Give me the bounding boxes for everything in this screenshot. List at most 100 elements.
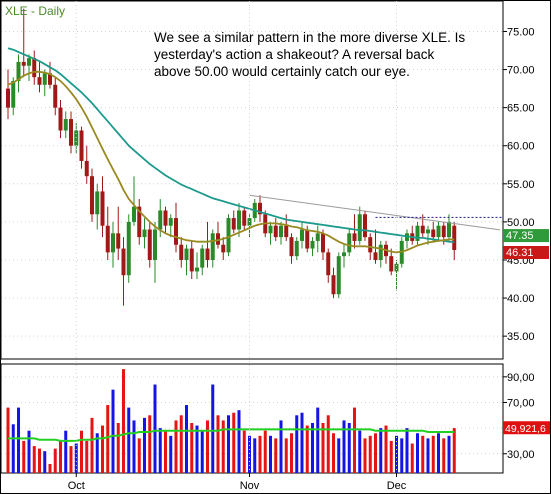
candle bbox=[184, 244, 189, 276]
candle-body bbox=[420, 225, 425, 234]
candle bbox=[447, 214, 451, 241]
candle-body bbox=[137, 206, 142, 238]
candle-body bbox=[426, 229, 430, 234]
candle-body bbox=[63, 119, 68, 131]
candle-body bbox=[132, 206, 136, 222]
candle bbox=[153, 221, 157, 283]
candle bbox=[116, 206, 121, 260]
candle bbox=[142, 218, 147, 249]
volume-bar bbox=[431, 435, 435, 473]
volume-bar bbox=[426, 438, 430, 473]
candle bbox=[95, 183, 100, 230]
candle bbox=[258, 195, 262, 222]
volume-bar bbox=[106, 405, 110, 473]
volume-bar bbox=[368, 435, 372, 473]
volume-bar bbox=[405, 428, 409, 473]
volume-bar bbox=[17, 407, 20, 473]
volume-bar bbox=[242, 430, 246, 473]
chart-title: XLE - Daily bbox=[5, 4, 65, 18]
candle-body bbox=[294, 240, 299, 257]
candle-body bbox=[147, 229, 152, 260]
candle-body bbox=[373, 252, 378, 260]
candle bbox=[216, 221, 220, 249]
volume-bar bbox=[221, 420, 225, 473]
volume-bar bbox=[85, 440, 89, 473]
volume-bar bbox=[132, 420, 136, 473]
volume-bar bbox=[342, 420, 346, 473]
candle-body bbox=[205, 248, 210, 260]
volume-bar bbox=[206, 420, 209, 473]
price-tick-label: 65.00 bbox=[507, 103, 535, 115]
month-tick-label: Oct bbox=[68, 480, 85, 492]
candle-body bbox=[279, 225, 283, 238]
volume-bar bbox=[316, 407, 320, 473]
candle bbox=[121, 237, 126, 306]
candle-body bbox=[142, 229, 147, 238]
volume-bar bbox=[200, 430, 204, 473]
price-tags: 47.35 46.31 49,921,6 bbox=[503, 229, 550, 435]
volume-bar bbox=[53, 448, 57, 473]
candle-body bbox=[84, 160, 89, 177]
candle-body bbox=[284, 225, 289, 238]
candle-body bbox=[90, 176, 94, 215]
candle-body bbox=[258, 202, 262, 215]
candle-body bbox=[21, 61, 26, 66]
volume-bar bbox=[447, 435, 451, 473]
volume-bar bbox=[321, 422, 325, 473]
candle bbox=[384, 240, 388, 264]
candle-body bbox=[389, 256, 394, 272]
volume-bar bbox=[148, 415, 152, 473]
volume-bar bbox=[337, 438, 341, 473]
candlesticks bbox=[6, 8, 457, 306]
candle bbox=[11, 77, 16, 116]
volume-bar bbox=[211, 384, 215, 473]
candle bbox=[363, 210, 367, 241]
volume-bar bbox=[384, 425, 388, 473]
candle bbox=[347, 229, 352, 257]
candle-body bbox=[16, 61, 21, 81]
volume-bar bbox=[305, 425, 309, 473]
sma-price-tag: 47.35 bbox=[503, 229, 549, 243]
candle bbox=[410, 225, 415, 245]
price-tag-label: 46.31 bbox=[506, 247, 534, 259]
volume-bar bbox=[274, 438, 278, 473]
candle-body bbox=[336, 256, 341, 295]
volume-bar bbox=[347, 422, 351, 473]
candle bbox=[37, 61, 42, 93]
candle-body bbox=[95, 191, 100, 215]
volume-bar bbox=[48, 464, 52, 473]
candle-body bbox=[441, 225, 446, 238]
candle bbox=[326, 248, 331, 283]
candle-body bbox=[237, 210, 241, 230]
price-tick-label: 35.00 bbox=[507, 331, 535, 343]
candle bbox=[27, 54, 31, 81]
candle-body bbox=[200, 248, 205, 268]
volume-bar bbox=[74, 443, 78, 473]
candle-body bbox=[326, 252, 331, 276]
volume-bar bbox=[389, 440, 393, 473]
price-tick-label: 55.00 bbox=[507, 179, 535, 191]
candle bbox=[294, 237, 299, 260]
candle bbox=[63, 111, 68, 139]
candle-body bbox=[37, 77, 42, 85]
volume-bar bbox=[253, 438, 257, 473]
price-tag-background bbox=[503, 229, 549, 243]
volume-bar bbox=[190, 422, 194, 473]
volume-bar bbox=[153, 384, 157, 473]
volume-bar bbox=[69, 446, 73, 473]
candle bbox=[352, 214, 357, 249]
volume-bar bbox=[6, 407, 10, 473]
candle bbox=[100, 176, 105, 238]
candle bbox=[58, 100, 63, 139]
candle-body bbox=[179, 244, 184, 260]
annotation-text: We see a similar pattern in the more div… bbox=[154, 30, 466, 79]
candle-body bbox=[221, 244, 226, 253]
volume-bar bbox=[158, 428, 162, 473]
volume-bar bbox=[269, 435, 272, 473]
volume-bar bbox=[80, 430, 83, 473]
volume-bar bbox=[237, 410, 241, 473]
volume-bar bbox=[300, 412, 304, 473]
candle-body bbox=[363, 214, 367, 238]
candle-body bbox=[168, 218, 173, 226]
volume-bar bbox=[22, 440, 26, 473]
